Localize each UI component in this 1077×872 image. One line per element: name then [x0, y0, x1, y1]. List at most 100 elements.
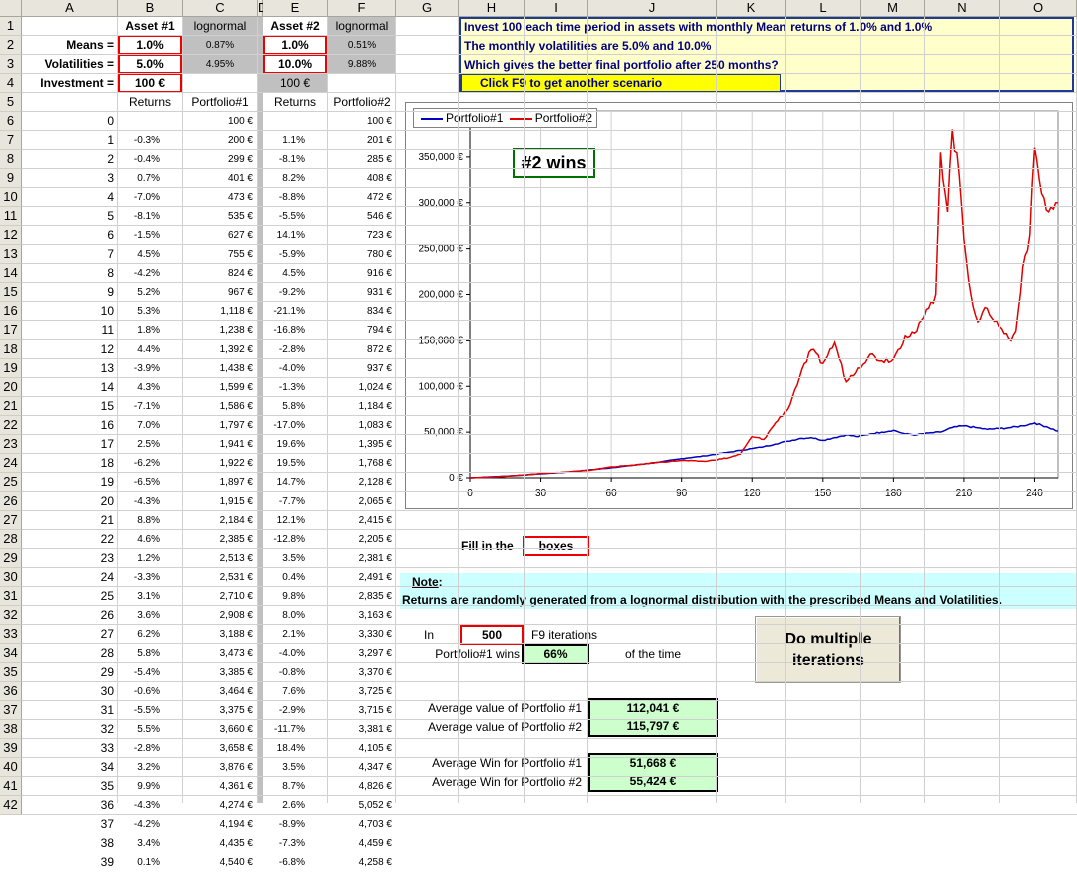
period-cell[interactable]: 33 — [100, 741, 114, 755]
return2-cell[interactable]: 12.1% — [276, 515, 305, 526]
row-header[interactable]: 17 — [0, 321, 22, 340]
row-header[interactable]: 6 — [0, 112, 22, 131]
return2-cell[interactable]: -2.8% — [278, 344, 305, 355]
return2-cell[interactable]: -8.8% — [278, 192, 305, 203]
period-cell[interactable]: 23 — [100, 551, 114, 565]
row-header[interactable]: 41 — [0, 777, 22, 796]
return1-cell[interactable]: -6.5% — [133, 477, 160, 488]
return1-cell[interactable]: 1.8% — [137, 325, 160, 336]
return2-cell[interactable]: 8.2% — [282, 173, 305, 184]
return1-cell[interactable]: -5.4% — [133, 667, 160, 678]
column-header-d[interactable]: D — [258, 0, 267, 17]
portfolio1-cell[interactable]: 2,385 € — [219, 534, 253, 545]
period-cell[interactable]: 17 — [100, 437, 114, 451]
portfolio2-cell[interactable]: 1,768 € — [358, 458, 392, 469]
column-header-c[interactable]: C — [183, 0, 258, 17]
portfolio1-cell[interactable]: 1,392 € — [219, 344, 253, 355]
return2-cell[interactable]: 9.8% — [282, 591, 305, 602]
return1-cell[interactable]: -7.1% — [133, 401, 160, 412]
return2-cell[interactable]: -5.5% — [278, 211, 305, 222]
return1-cell[interactable]: 3.4% — [137, 838, 160, 849]
portfolio2-cell[interactable]: 937 € — [366, 363, 392, 374]
return1-cell[interactable]: 1.2% — [137, 553, 160, 564]
return2-cell[interactable]: -8.1% — [278, 154, 305, 165]
vol2-input[interactable]: 10.0% — [263, 54, 327, 74]
period-cell[interactable]: 37 — [100, 817, 114, 831]
row-header[interactable]: 5 — [0, 93, 22, 112]
period-cell[interactable]: 31 — [100, 703, 114, 717]
portfolio2-cell[interactable]: 4,459 € — [358, 838, 392, 849]
period-cell[interactable]: 28 — [100, 646, 114, 660]
period-cell[interactable]: 22 — [100, 532, 114, 546]
portfolio2-cell[interactable]: 3,330 € — [358, 629, 392, 640]
row-header[interactable]: 37 — [0, 701, 22, 720]
return2-cell[interactable]: -7.3% — [278, 838, 305, 849]
return2-cell[interactable]: -4.0% — [278, 363, 305, 374]
period-cell[interactable]: 26 — [100, 608, 114, 622]
vol1-input[interactable]: 5.0% — [118, 54, 182, 74]
portfolio1-cell[interactable]: 473 € — [227, 192, 253, 203]
portfolio1-cell[interactable]: 1,941 € — [219, 439, 253, 450]
portfolio2-cell[interactable]: 723 € — [366, 230, 392, 241]
return1-cell[interactable]: 3.1% — [137, 591, 160, 602]
period-cell[interactable]: 19 — [100, 475, 114, 489]
portfolio2-cell[interactable]: 2,128 € — [358, 477, 392, 488]
return1-cell[interactable]: 6.2% — [137, 629, 160, 640]
return2-cell[interactable]: -4.0% — [278, 648, 305, 659]
period-cell[interactable]: 3 — [107, 171, 114, 185]
return1-cell[interactable]: 4.5% — [137, 249, 160, 260]
period-cell[interactable]: 25 — [100, 589, 114, 603]
return2-cell[interactable]: -2.9% — [278, 705, 305, 716]
portfolio1-cell[interactable]: 1,118 € — [220, 306, 253, 317]
return1-cell[interactable] — [118, 112, 182, 131]
portfolio2-cell[interactable]: 2,835 € — [358, 591, 392, 602]
return1-cell[interactable]: -3.9% — [133, 363, 160, 374]
portfolio1-cell[interactable]: 1,586 € — [219, 401, 253, 412]
return1-cell[interactable]: 5.8% — [137, 648, 160, 659]
return1-cell[interactable]: 7.0% — [137, 420, 160, 431]
portfolio1-cell[interactable]: 824 € — [227, 268, 253, 279]
period-cell[interactable]: 39 — [100, 855, 114, 869]
column-header-j[interactable]: J — [588, 0, 717, 17]
portfolio1-cell[interactable]: 3,660 € — [219, 724, 253, 735]
return1-cell[interactable]: 5.2% — [137, 287, 160, 298]
row-header[interactable]: 15 — [0, 283, 22, 302]
row-header[interactable]: 2 — [0, 36, 22, 55]
portfolio1-cell[interactable]: 1,438 € — [219, 363, 253, 374]
return2-cell[interactable]: 2.6% — [282, 800, 305, 811]
row-header[interactable]: 8 — [0, 150, 22, 169]
portfolio2-cell[interactable]: 780 € — [366, 249, 392, 260]
row-header[interactable]: 14 — [0, 264, 22, 283]
row-header[interactable]: 7 — [0, 131, 22, 150]
portfolio1-cell[interactable]: 4,540 € — [219, 857, 253, 868]
return2-cell[interactable]: -9.2% — [278, 287, 305, 298]
return2-cell[interactable]: 2.1% — [282, 629, 305, 640]
portfolio1-cell[interactable]: 3,473 € — [219, 648, 253, 659]
period-cell[interactable]: 27 — [100, 627, 114, 641]
column-header-e[interactable]: E — [263, 0, 328, 17]
column-header-i[interactable]: I — [525, 0, 588, 17]
row-header[interactable]: 1 — [0, 17, 22, 36]
portfolio2-cell[interactable]: 4,703 € — [358, 819, 392, 830]
row-header[interactable]: 12 — [0, 226, 22, 245]
portfolio1-cell[interactable]: 401 € — [227, 173, 253, 184]
return2-cell[interactable]: 5.8% — [282, 401, 305, 412]
return1-cell[interactable]: 4.3% — [137, 382, 160, 393]
row-header[interactable]: 18 — [0, 340, 22, 359]
row-header[interactable]: 24 — [0, 454, 22, 473]
period-cell[interactable]: 21 — [100, 513, 114, 527]
row-header[interactable]: 3 — [0, 55, 22, 74]
row-header[interactable]: 16 — [0, 302, 22, 321]
portfolio1-cell[interactable]: 299 € — [227, 154, 253, 165]
row-header[interactable]: 39 — [0, 739, 22, 758]
return1-cell[interactable]: -7.0% — [133, 192, 160, 203]
return2-cell[interactable]: -5.9% — [278, 249, 305, 260]
row-header[interactable]: 32 — [0, 606, 22, 625]
portfolio2-cell[interactable]: 1,024 € — [358, 382, 392, 393]
row-header[interactable]: 36 — [0, 682, 22, 701]
portfolio1-cell[interactable]: 1,599 € — [219, 382, 253, 393]
row-header[interactable]: 10 — [0, 188, 22, 207]
portfolio2-cell[interactable]: 2,065 € — [358, 496, 392, 507]
period-cell[interactable]: 30 — [100, 684, 114, 698]
portfolio1-cell[interactable]: 2,513 € — [219, 553, 253, 564]
